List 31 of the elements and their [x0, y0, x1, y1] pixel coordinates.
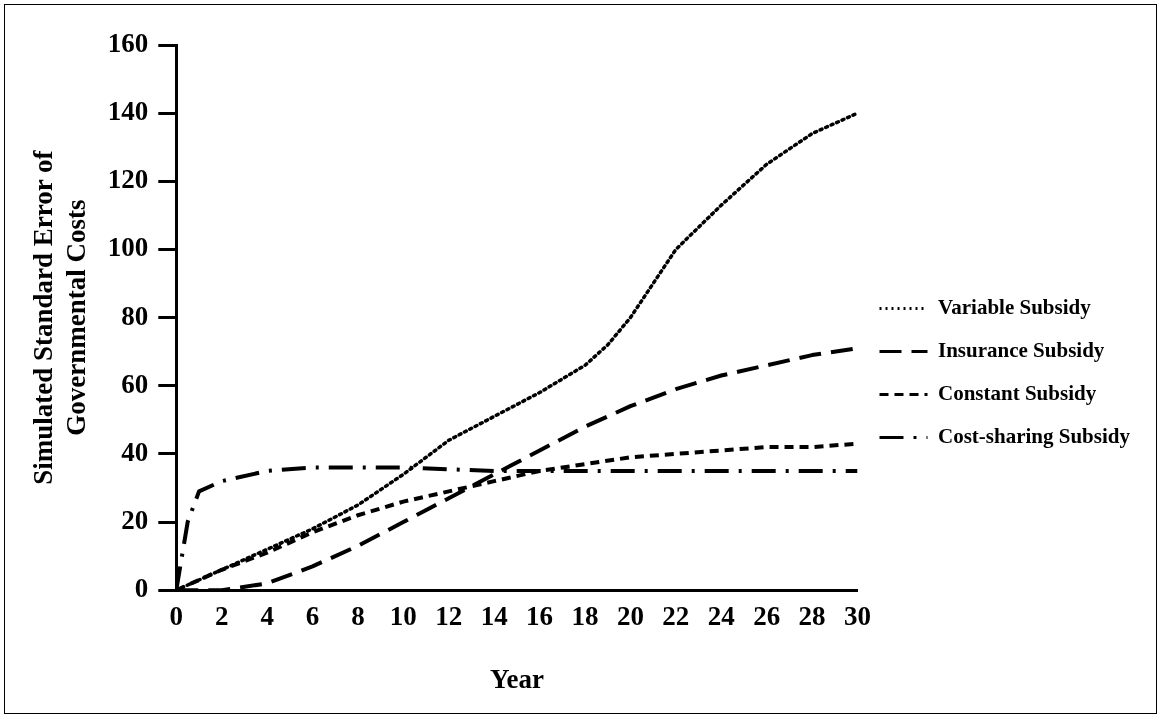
- legend-label: Constant Subsidy: [938, 380, 1097, 405]
- legend-label: Variable Subsidy: [938, 294, 1092, 319]
- x-tick-label: 2: [214, 601, 229, 632]
- x-tick-label: 10: [389, 601, 417, 632]
- legend-label: Cost-sharing Subsidy: [938, 423, 1131, 448]
- x-tick-label: 28: [798, 601, 826, 632]
- x-tick-label: 20: [616, 601, 644, 632]
- x-tick-label: 22: [662, 601, 690, 632]
- y-axis-title: Simulated Standard Error of Governmental Costs: [28, 149, 91, 485]
- y-tick-label: 80: [121, 300, 149, 331]
- y-tick-label: 160: [107, 27, 149, 58]
- x-tick-label: 16: [526, 601, 554, 632]
- y-tick-label: 40: [121, 436, 149, 467]
- x-tick-label: 30: [844, 601, 871, 632]
- y-tick-label: 20: [121, 505, 149, 536]
- x-tick-label: 4: [260, 601, 274, 632]
- x-tick-label: 18: [571, 601, 599, 632]
- y-tick-label: 120: [107, 164, 149, 195]
- x-tick-label: 24: [707, 601, 735, 632]
- x-axis-title: Year: [489, 663, 544, 694]
- y-tick-label: 100: [107, 232, 149, 263]
- x-tick-label: 12: [435, 601, 463, 632]
- x-tick-label: 0: [169, 601, 184, 632]
- y-tick-label: 0: [134, 573, 149, 604]
- y-tick-label: 140: [107, 96, 149, 127]
- y-tick-label: 60: [121, 368, 149, 399]
- x-tick-label: 8: [351, 601, 365, 632]
- legend-label: Insurance Subsidy: [938, 337, 1105, 362]
- x-tick-label: 6: [305, 601, 320, 632]
- x-tick-label: 14: [480, 601, 508, 632]
- x-tick-label: 26: [753, 601, 781, 632]
